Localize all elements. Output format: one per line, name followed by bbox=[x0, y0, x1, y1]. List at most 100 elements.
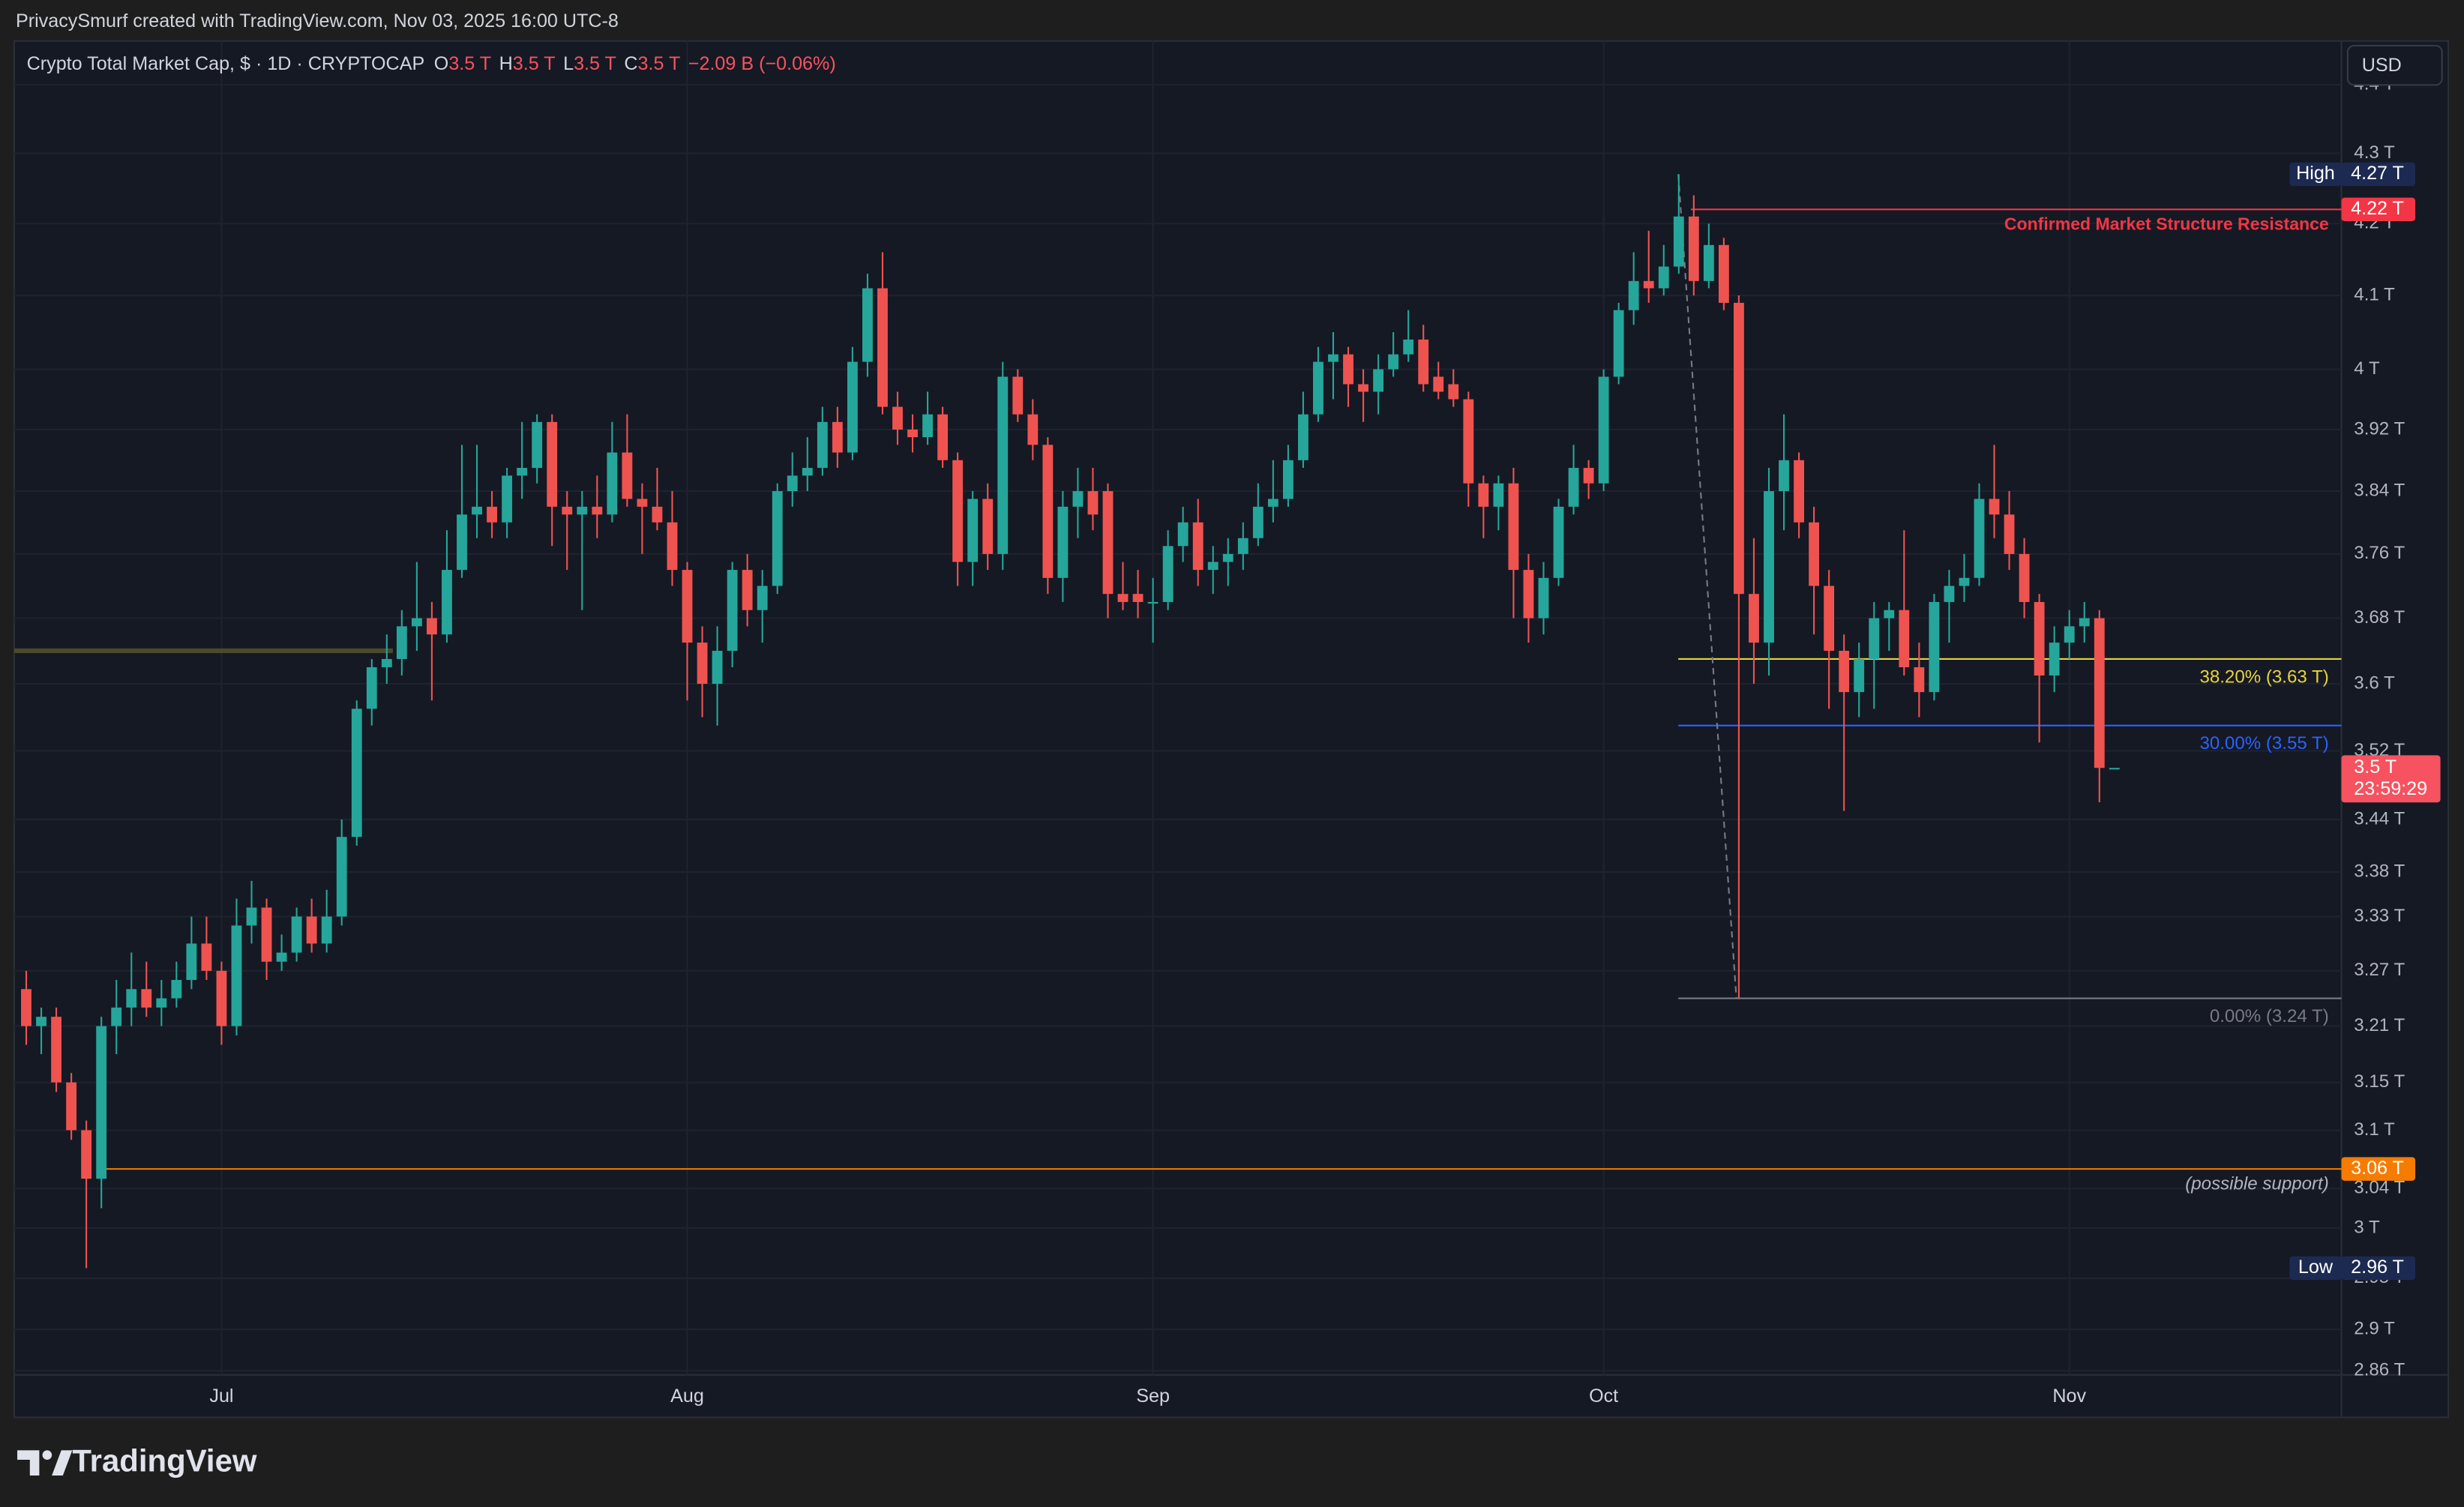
candle-body bbox=[276, 952, 287, 962]
y-tick-label: 4 T bbox=[2354, 358, 2380, 379]
candle-body bbox=[1794, 460, 1804, 523]
y-tick-label: 3.84 T bbox=[2354, 480, 2405, 500]
candle-body bbox=[922, 414, 933, 438]
x-tick-label: Oct bbox=[1589, 1386, 1618, 1407]
candle-body bbox=[1448, 384, 1459, 400]
grid bbox=[13, 40, 2342, 1375]
candle-body bbox=[2049, 643, 2060, 676]
candle-body bbox=[171, 980, 182, 999]
candle-body bbox=[2079, 618, 2090, 627]
candle-body bbox=[156, 998, 167, 1008]
candle-body bbox=[1613, 310, 1624, 377]
candle-body bbox=[457, 514, 467, 571]
candle-body bbox=[502, 475, 513, 523]
candle-body bbox=[336, 837, 347, 917]
level-label: 0.00% (3.24 T) bbox=[2210, 1006, 2329, 1026]
y-tick-label: 3.76 T bbox=[2354, 543, 2405, 563]
marker-label-box bbox=[2289, 162, 2342, 187]
candle-body bbox=[1734, 302, 1744, 595]
candle-body bbox=[1433, 376, 1444, 392]
last-price-tag bbox=[2341, 755, 2441, 803]
candle-body bbox=[772, 491, 783, 586]
candle-body bbox=[1147, 601, 1159, 604]
y-tick-label: 3.92 T bbox=[2354, 418, 2405, 439]
brand-logo bbox=[17, 1450, 73, 1476]
y-tick-label: 4.3 T bbox=[2354, 142, 2395, 163]
legend-value: 3.5 T bbox=[574, 53, 616, 74]
candle-body bbox=[1643, 280, 1654, 289]
candle-body bbox=[997, 376, 1009, 554]
candle-body bbox=[36, 1017, 46, 1026]
legend-value: 3.5 T bbox=[638, 53, 681, 74]
y-tick-label: 3.6 T bbox=[2354, 673, 2395, 693]
legend-value: 3.5 T bbox=[513, 53, 556, 74]
candle-body bbox=[952, 460, 964, 562]
y-tick-label: 3 T bbox=[2354, 1217, 2380, 1237]
candle-body bbox=[1237, 538, 1248, 554]
candle-body bbox=[1974, 499, 1985, 578]
currency-button[interactable] bbox=[2346, 44, 2443, 86]
y-tick-label: 3.1 T bbox=[2354, 1119, 2395, 1140]
candle-body bbox=[2004, 514, 2015, 554]
level-label: 38.20% (3.63 T) bbox=[2199, 667, 2328, 687]
countdown: 23:59:29 bbox=[2354, 778, 2427, 799]
candle-body bbox=[1162, 546, 1174, 602]
y-tick-label: 3.38 T bbox=[2354, 861, 2405, 881]
x-tick-label: Aug bbox=[670, 1386, 704, 1407]
level-label: Confirmed Market Structure Resistance bbox=[2004, 214, 2329, 233]
candle-body bbox=[126, 989, 137, 1008]
candle-body bbox=[291, 916, 302, 953]
legend: Crypto Total Market Cap, $ · 1D · CRYPTO… bbox=[27, 53, 836, 74]
candle-body bbox=[351, 709, 362, 837]
candle-body bbox=[1463, 399, 1474, 484]
y-tick-label: 3.33 T bbox=[2354, 906, 2405, 926]
candle-body bbox=[1222, 553, 1233, 562]
candle-body bbox=[381, 658, 392, 667]
candle-body bbox=[111, 1007, 122, 1026]
candle-body bbox=[667, 522, 678, 571]
level-tag-label: 3.06 T bbox=[2351, 1158, 2404, 1179]
candle-body bbox=[1959, 577, 1970, 586]
candle-body bbox=[1267, 499, 1278, 507]
candle-body bbox=[1658, 266, 1669, 289]
y-tick-label: 3.15 T bbox=[2354, 1071, 2405, 1092]
candle-body bbox=[802, 468, 813, 476]
candle-body bbox=[1989, 499, 2000, 515]
marker-tag-label: 2.96 T bbox=[2351, 1257, 2404, 1278]
candle-body bbox=[1809, 522, 1820, 586]
trend-line bbox=[1677, 174, 1737, 999]
candle-body bbox=[1117, 594, 1129, 602]
price-tags: 4.22 T 3.06 T High 4.27 T Low 2.96 T 3.5 T23:5… bbox=[2289, 162, 2441, 1281]
candle-body bbox=[1568, 468, 1579, 507]
candle-body bbox=[1688, 216, 1699, 281]
candle-body bbox=[1192, 522, 1204, 571]
candle-body bbox=[472, 506, 482, 515]
candle-body bbox=[1252, 506, 1263, 538]
currency-label[interactable]: USD bbox=[2362, 55, 2402, 76]
marker-label-box bbox=[2289, 1256, 2342, 1281]
candle-body bbox=[231, 925, 242, 1026]
y-tick-label: 3.04 T bbox=[2354, 1178, 2405, 1198]
y-tick-label: 2.9 T bbox=[2354, 1318, 2395, 1338]
candle-body bbox=[1313, 361, 1323, 415]
candle-body bbox=[1373, 369, 1384, 392]
candle-body bbox=[1854, 658, 1865, 693]
candle-body bbox=[487, 506, 497, 523]
legend-key: C bbox=[624, 53, 637, 74]
candle-body bbox=[682, 570, 693, 643]
candle-body bbox=[847, 361, 858, 453]
y-tick-label: 3.68 T bbox=[2354, 607, 2405, 628]
candle-body bbox=[442, 570, 452, 635]
level-tag bbox=[2341, 197, 2416, 222]
candle-body bbox=[427, 618, 437, 635]
candle-body bbox=[607, 452, 618, 515]
x-tick-label: Jul bbox=[209, 1386, 233, 1407]
level-label: (possible support) bbox=[2185, 1173, 2329, 1194]
candle-body bbox=[517, 468, 528, 476]
candle-body bbox=[1779, 460, 1789, 492]
candle-body bbox=[1057, 506, 1069, 578]
candles bbox=[21, 174, 2120, 1269]
legend-title: Crypto Total Market Cap, $ · 1D · CRYPTO… bbox=[27, 53, 425, 74]
